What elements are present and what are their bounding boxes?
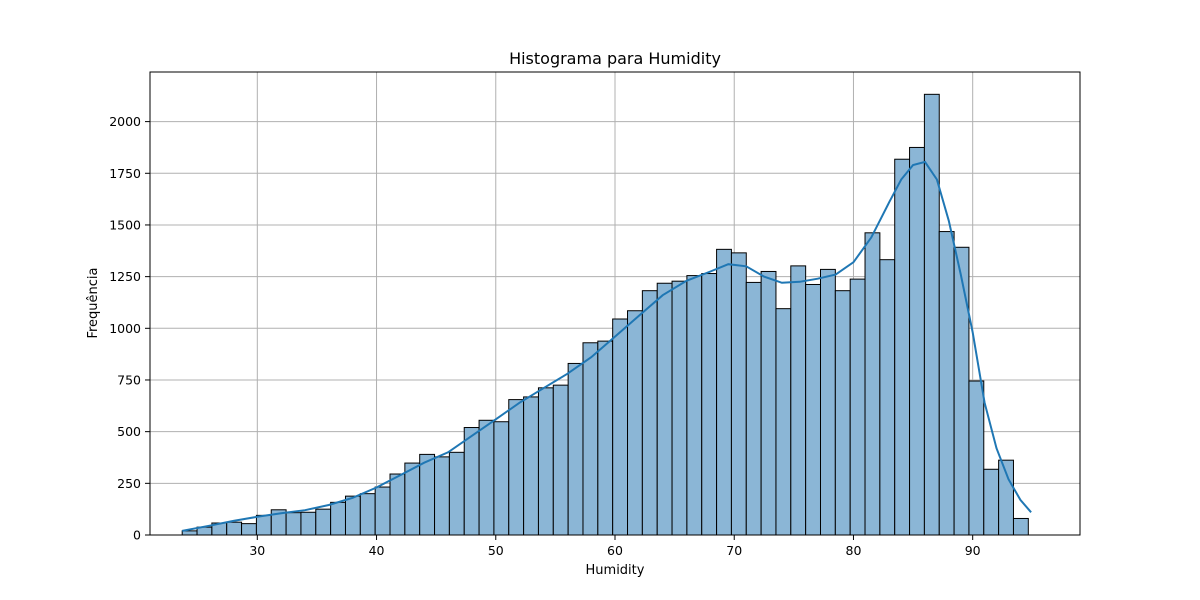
histogram-bar [448,451,465,536]
histogram-bar [775,308,792,536]
histogram-bar [834,290,851,536]
histogram-bar [344,495,361,536]
histogram-bar [1012,517,1029,536]
histogram-bar [255,514,272,536]
y-tick-label: 2000 [109,114,141,129]
y-axis-ticks: 0 250 500 750 1000 1250 1500 1750 2000 [109,114,150,543]
y-tick-label: 1750 [109,166,141,181]
histogram-bar [300,511,317,536]
histogram-bar [716,248,732,536]
x-tick-label: 70 [726,543,742,558]
y-tick-label: 1000 [109,321,141,336]
histogram-bar [241,523,257,536]
histogram-bar [330,501,346,536]
histogram-bar [671,280,688,536]
x-tick-label: 50 [488,543,504,558]
histogram-bar [805,283,821,536]
kde-curve [182,160,1032,532]
histogram-bar [434,456,450,536]
histogram-bar [582,342,599,536]
x-tick-label: 40 [369,543,385,558]
histogram-bar [493,421,510,536]
histogram-bar [923,93,940,536]
x-axis-label: Humidity [586,563,645,578]
histogram-bar [537,387,554,536]
histogram-bar [686,275,703,536]
histogram-bar [567,362,584,536]
y-tick-label: 750 [117,372,141,387]
histogram-bar [938,231,955,536]
histogram-bar [983,468,1000,536]
histogram-bar [701,273,718,536]
histogram-bar [612,318,629,536]
y-axis-label: Frequência [86,267,101,338]
histogram-bar [627,310,643,536]
histogram-bar [508,399,525,536]
histogram-bar [641,290,658,536]
histogram-bars [181,93,1029,536]
x-tick-label: 30 [249,543,265,558]
histogram-bar [760,270,777,536]
histogram-bar [478,419,495,536]
y-tick-label: 1500 [109,217,141,232]
histogram-bar [552,384,569,536]
histogram-bar [864,232,881,536]
x-tick-label: 60 [607,543,623,558]
histogram-bar [374,486,391,536]
histogram-bar [730,252,747,536]
histogram-bar [656,282,673,536]
histogram-bar [790,265,807,536]
histogram-bar [523,396,539,536]
histogram-bar [389,473,406,536]
y-tick-label: 500 [117,424,141,439]
y-tick-label: 0 [133,528,141,543]
x-axis-ticks: 30 40 50 60 70 80 90 [249,535,981,558]
x-tick-label: 80 [846,543,862,558]
histogram-bar [419,453,436,536]
histogram-bar [819,268,836,536]
histogram-bar [597,340,614,536]
histogram-bar [745,281,762,536]
histogram-bar [894,158,911,536]
histogram-bar [909,146,925,536]
histogram-bar [879,259,896,536]
histogram-bar [226,521,243,536]
histogram-bar [463,427,480,536]
histogram-bar [404,462,421,536]
histogram-bar [968,380,985,536]
x-tick-label: 90 [965,543,981,558]
histogram-bar [359,493,376,536]
histogram-bar [285,512,302,536]
histogram-bar [953,246,970,536]
chart-title: Histograma para Humidity [509,49,721,68]
histogram-bar [315,508,332,536]
histogram-bar [849,278,866,536]
y-tick-label: 1250 [109,269,141,284]
y-tick-label: 250 [117,476,141,491]
